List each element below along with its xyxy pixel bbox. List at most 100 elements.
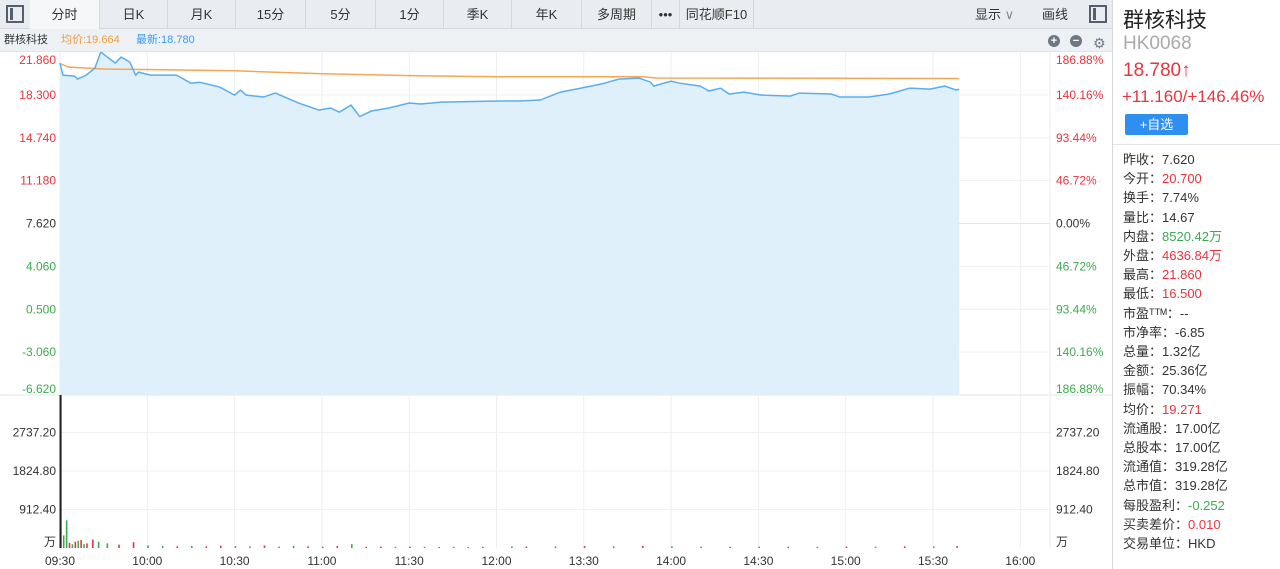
stat-value: 0.010: [1188, 516, 1221, 532]
stat-row: 流通值：319.28亿: [1123, 456, 1228, 475]
tab-0[interactable]: 分时: [30, 0, 100, 29]
volume-bar: [612, 546, 615, 548]
volume-bar: [336, 546, 339, 548]
volume-tick-label: 万: [1056, 535, 1068, 549]
volume-bar: [74, 541, 77, 548]
tab-5[interactable]: 1分: [376, 0, 444, 29]
tab-2[interactable]: 月K: [168, 0, 236, 29]
volume-bar: [307, 546, 309, 548]
stat-label: 振幅：: [1123, 382, 1163, 398]
stat-value: 319.28亿: [1175, 459, 1228, 475]
price-area: [60, 52, 960, 395]
tab-3[interactable]: 15分: [236, 0, 306, 29]
volume-bar: [71, 544, 74, 548]
draw-line-button[interactable]: 画线: [1042, 7, 1069, 22]
volume-bar: [511, 546, 513, 548]
volume-bar: [956, 546, 958, 548]
stat-value: 1.32亿: [1162, 344, 1201, 359]
stat-label: 均价：: [1123, 401, 1163, 417]
volume-bar: [234, 546, 237, 548]
volume-bar: [481, 546, 484, 548]
stat-value: --: [1179, 305, 1189, 321]
stat-value: 20.700: [1162, 171, 1202, 187]
settings-gear-icon[interactable]: ⚙: [1093, 35, 1106, 51]
time-tick-label: 15:30: [918, 554, 948, 568]
tab-6[interactable]: 季K: [444, 0, 512, 29]
stat-label: 昨收：: [1123, 152, 1163, 167]
volume-tick-label: 万: [44, 535, 56, 549]
quote-stock-name: 群核科技: [1123, 9, 1207, 32]
tab-7[interactable]: 年K: [512, 0, 582, 29]
stat-label: 金额：: [1123, 363, 1163, 379]
pct-tick-label: 46.72%: [1056, 174, 1097, 188]
volume-bar: [525, 546, 528, 548]
volume-bar: [83, 544, 85, 548]
stat-row: 最高：21.860: [1123, 264, 1202, 283]
stat-row: 交易单位：HKD: [1123, 533, 1215, 552]
volume-bar: [77, 540, 80, 548]
price-tick-label: 21.860: [19, 53, 56, 67]
stat-value: 25.36亿: [1162, 363, 1208, 379]
stat-label: 外盘：: [1123, 248, 1163, 263]
tab-4[interactable]: 5分: [306, 0, 376, 29]
time-tick-label: 11:30: [395, 554, 424, 568]
stat-label: 最低：: [1123, 286, 1163, 302]
volume-tick-label: 2737.20: [1056, 426, 1100, 440]
display-dropdown[interactable]: 显示 ∨: [975, 0, 1014, 29]
stat-label: 流通股：: [1123, 420, 1176, 436]
quote-change: +11.160/+146.46%: [1122, 87, 1265, 106]
pct-tick-label: 140.16%: [1056, 345, 1104, 359]
stat-row: 均价：19.271: [1123, 399, 1202, 418]
right-panel-toggle-icon[interactable]: [1089, 5, 1107, 23]
stat-row: 内盘：8520.42万: [1123, 226, 1222, 245]
zoom-out-icon[interactable]: −: [1070, 35, 1082, 47]
stat-value: 16.500: [1162, 286, 1202, 302]
stat-row: 昨收：7.620: [1123, 149, 1195, 168]
stat-row: 每股盈利：-0.252: [1123, 495, 1225, 514]
tab-8[interactable]: 多周期: [582, 0, 652, 29]
price-tick-label: 11.180: [20, 174, 56, 188]
display-label: 显示: [975, 7, 1002, 22]
stat-row: 量比：14.67: [1123, 207, 1195, 226]
price-tick-label: -3.060: [22, 345, 56, 359]
time-tick-label: 10:00: [132, 554, 162, 568]
volume-bar: [351, 544, 353, 548]
tab-9[interactable]: •••: [652, 0, 680, 29]
left-panel-toggle-icon[interactable]: [6, 5, 24, 23]
pct-tick-label: 93.44%: [1056, 131, 1097, 145]
stat-label: 交易单位：: [1123, 536, 1189, 551]
volume-bar: [220, 545, 222, 548]
volume-tick-label: 1824.80: [13, 464, 57, 478]
volume-bar: [642, 545, 644, 548]
volume-bar: [86, 543, 88, 548]
volume-bar: [97, 541, 100, 548]
stat-label: 量比：: [1123, 209, 1163, 225]
time-tick-label: 16:00: [1005, 554, 1035, 568]
stat-value: 21.860: [1162, 267, 1202, 283]
stat-row: 最低：16.500: [1123, 283, 1202, 302]
volume-bar: [132, 542, 135, 548]
time-tick-label: 13:30: [569, 554, 599, 568]
avg-price-label: 均价:19.664: [61, 34, 120, 46]
chart-info-bar: 群核科技 均价:19.664 最新:18.780 + − ⚙: [0, 29, 1112, 52]
period-toolbar: 分时 日K 月K 15分 5分 1分 季K 年K 多周期 ••• 同花顺F10 显示 ∨ 画线: [0, 0, 1112, 29]
volume-bar: [409, 546, 411, 548]
stat-value: 14.67: [1162, 209, 1195, 225]
stat-label: 每股盈利：: [1123, 497, 1189, 513]
add-watchlist-button[interactable]: +自选: [1125, 114, 1188, 135]
stat-value: 4636.84万: [1162, 248, 1223, 263]
volume-bar: [554, 546, 557, 548]
stock-name-label: 群核科技: [4, 34, 48, 46]
tab-1[interactable]: 日K: [100, 0, 168, 29]
volume-bar: [263, 545, 266, 548]
tab-10[interactable]: 同花顺F10: [680, 0, 754, 29]
stat-value: 7.620: [1162, 152, 1195, 167]
stat-row: 换手：7.74%: [1123, 187, 1199, 206]
price-tick-label: 4.060: [26, 259, 56, 273]
volume-bar: [118, 544, 120, 548]
zoom-in-icon[interactable]: +: [1048, 35, 1060, 47]
stat-label: 市盈ᵀᵀᴹ：: [1123, 305, 1180, 321]
volume-bar: [700, 546, 702, 548]
intraday-chart[interactable]: 21.860 186.88% 18.300 140.16% 14.740 93.44% 11…: [0, 52, 1112, 569]
volume-bar: [467, 546, 469, 548]
